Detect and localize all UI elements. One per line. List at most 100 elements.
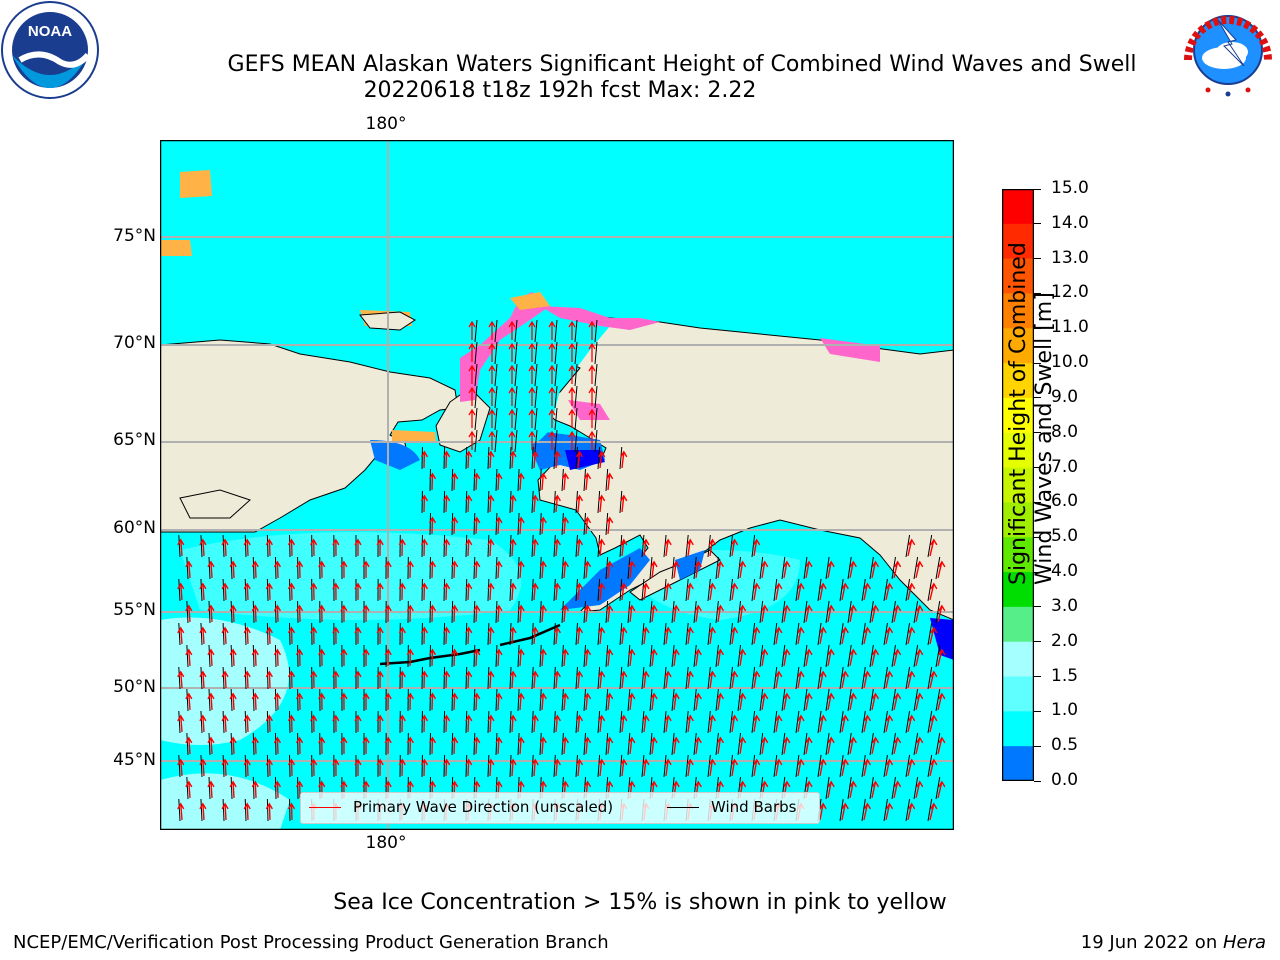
wind-barb	[869, 732, 874, 756]
wind-barb	[494, 407, 498, 431]
wave-direction-arrow	[827, 560, 835, 579]
wind-barb	[715, 556, 719, 580]
colorbar-band	[1002, 467, 1034, 503]
wind-barb	[534, 319, 538, 343]
wind-barb	[759, 732, 764, 756]
wave-direction-arrow	[443, 494, 451, 512]
wave-direction-arrow	[561, 472, 570, 490]
wave-direction-arrow	[539, 560, 547, 578]
wave-direction-arrow	[568, 342, 576, 362]
wind-barb	[514, 429, 518, 453]
wave-direction-arrow	[465, 758, 473, 776]
wave-direction-arrow	[650, 648, 658, 666]
wind-barb	[817, 710, 822, 734]
wind-barb	[200, 534, 203, 558]
wave-direction-arrow	[199, 670, 207, 688]
wave-direction-arrow	[561, 560, 570, 578]
wave-direction-arrow	[672, 560, 680, 578]
wave-direction-arrow	[893, 692, 902, 711]
wave-direction-arrow	[841, 758, 849, 777]
wind-barb	[178, 710, 181, 734]
wind-barb	[663, 534, 667, 558]
wind-barb	[594, 319, 598, 343]
wind-barb	[487, 754, 490, 778]
wave-direction-arrow	[686, 670, 694, 688]
wave-direction-arrow	[929, 802, 938, 821]
wind-barb	[575, 754, 578, 778]
wind-barb	[663, 622, 667, 646]
wave-direction-arrow	[606, 604, 614, 622]
wave-direction-arrow	[929, 626, 938, 645]
wind-barb	[274, 600, 277, 624]
lon-label-bottom: 180°	[365, 833, 407, 853]
wave-direction-arrow	[650, 692, 658, 710]
wave-direction-arrow	[598, 626, 606, 644]
wind-barb	[222, 710, 225, 734]
wind-barb	[509, 578, 512, 602]
wave-direction-arrow	[561, 604, 570, 622]
wind-barb	[927, 578, 933, 602]
shallow-shelf-se	[930, 618, 954, 660]
wave-direction-arrow	[221, 758, 229, 776]
wave-direction-arrow	[553, 450, 561, 468]
wave-direction-arrow	[871, 604, 880, 623]
wind-barb	[517, 556, 520, 580]
wave-direction-arrow	[827, 604, 835, 623]
wind-barb	[230, 556, 233, 580]
wave-direction-arrow	[863, 802, 872, 821]
wind-barb	[594, 407, 598, 431]
wave-direction-arrow	[553, 494, 561, 512]
wave-direction-arrow	[428, 692, 437, 710]
wave-direction-arrow	[185, 648, 193, 666]
wind-barb	[561, 644, 564, 668]
wave-direction-arrow	[819, 802, 827, 821]
wave-direction-arrow	[229, 648, 237, 666]
wind-barb	[451, 600, 454, 624]
wind-barb	[905, 534, 911, 558]
wind-barb	[534, 429, 538, 453]
wave-direction-arrow	[451, 560, 459, 578]
colorbar-tick-mark	[1034, 641, 1041, 643]
wave-direction-arrow	[708, 626, 717, 645]
wave-direction-arrow	[273, 736, 282, 754]
wind-barb	[935, 688, 941, 712]
wave-direction-arrow	[495, 472, 503, 490]
wind-barb	[583, 732, 587, 756]
wind-barb	[759, 556, 764, 580]
wind-barb	[671, 600, 675, 624]
wind-barb	[729, 710, 733, 734]
wave-direction-arrow	[398, 758, 406, 776]
wave-direction-arrow	[664, 538, 672, 556]
wave-direction-arrow	[805, 604, 813, 623]
wind-barb	[451, 688, 454, 712]
wave-direction-arrow	[340, 560, 348, 578]
wind-barb	[553, 490, 556, 514]
wave-direction-arrow	[465, 494, 473, 512]
wind-barb	[649, 688, 653, 712]
wave-direction-arrow	[672, 736, 680, 754]
wave-direction-arrow	[384, 560, 392, 578]
wave-direction-arrow	[650, 736, 658, 754]
wind-barb	[641, 622, 645, 646]
wave-direction-arrow	[420, 670, 429, 688]
wind-barb	[707, 666, 711, 690]
wind-barb	[509, 666, 512, 690]
wind-barb	[539, 556, 542, 580]
wave-direction-arrow	[332, 758, 340, 776]
wave-direction-arrow	[539, 472, 547, 490]
wave-direction-arrow	[221, 802, 229, 820]
wave-direction-arrow	[739, 648, 747, 667]
wave-direction-arrow	[730, 538, 739, 557]
wind-barb	[494, 363, 498, 387]
wind-barb	[514, 319, 518, 343]
wave-direction-arrow	[528, 342, 536, 362]
wind-barb	[773, 622, 778, 646]
wave-direction-arrow	[730, 714, 739, 733]
wind-barb	[554, 363, 558, 387]
colorbar-tick-label: 10.0	[1051, 352, 1089, 373]
wind-barb	[737, 644, 742, 668]
wave-direction-arrow	[827, 736, 835, 755]
wind-barb	[252, 688, 255, 712]
wave-direction-arrow	[568, 386, 576, 406]
wave-direction-arrow	[907, 714, 916, 733]
